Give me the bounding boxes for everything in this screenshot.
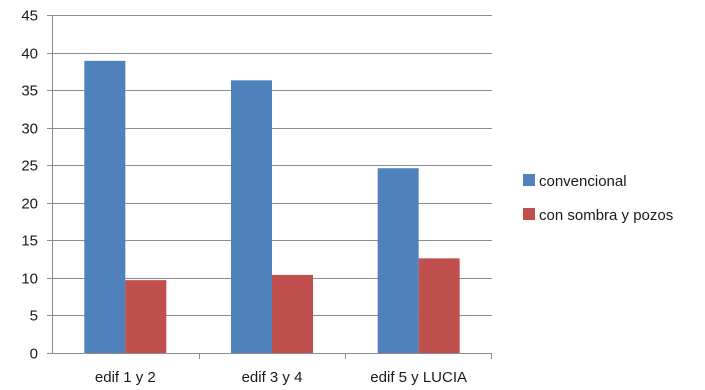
x-axis: edif 1 y 2 edif 3 y 4 edif 5 y LUCIA: [52, 353, 492, 386]
y-axis: 0 5 10 15 20 25 30 35 40 45: [21, 8, 53, 363]
bar-convencional: [84, 60, 126, 353]
bar-con-sombra-y-pozos: [272, 274, 313, 353]
y-tick-label: 30: [21, 121, 38, 138]
y-tick-label: 20: [21, 196, 38, 213]
y-tick-label: 45: [21, 8, 38, 25]
y-tick-label: 5: [30, 308, 38, 325]
legend-swatch: [523, 174, 535, 186]
y-tick-label: 40: [21, 46, 38, 63]
legend-swatch: [523, 208, 535, 220]
y-tick-label: 10: [21, 271, 38, 288]
legend-label: convencional: [539, 173, 627, 190]
y-tick-label: 15: [21, 233, 38, 250]
x-tick-label: edif 5 y LUCIA: [370, 369, 467, 386]
bars: [84, 60, 460, 353]
x-tick-label: edif 1 y 2: [95, 369, 156, 386]
y-tick-label: 35: [21, 83, 38, 100]
legend-label: con sombra y pozos: [539, 207, 673, 224]
y-tick-label: 25: [21, 158, 38, 175]
bar-con-sombra-y-pozos: [418, 258, 460, 353]
bar-convencional: [231, 80, 272, 353]
y-tick-label: 0: [30, 346, 38, 363]
legend: convencional con sombra y pozos: [523, 173, 673, 224]
bar-convencional: [377, 168, 419, 353]
bar-con-sombra-y-pozos: [125, 280, 167, 353]
x-tick-label: edif 3 y 4: [242, 369, 303, 386]
